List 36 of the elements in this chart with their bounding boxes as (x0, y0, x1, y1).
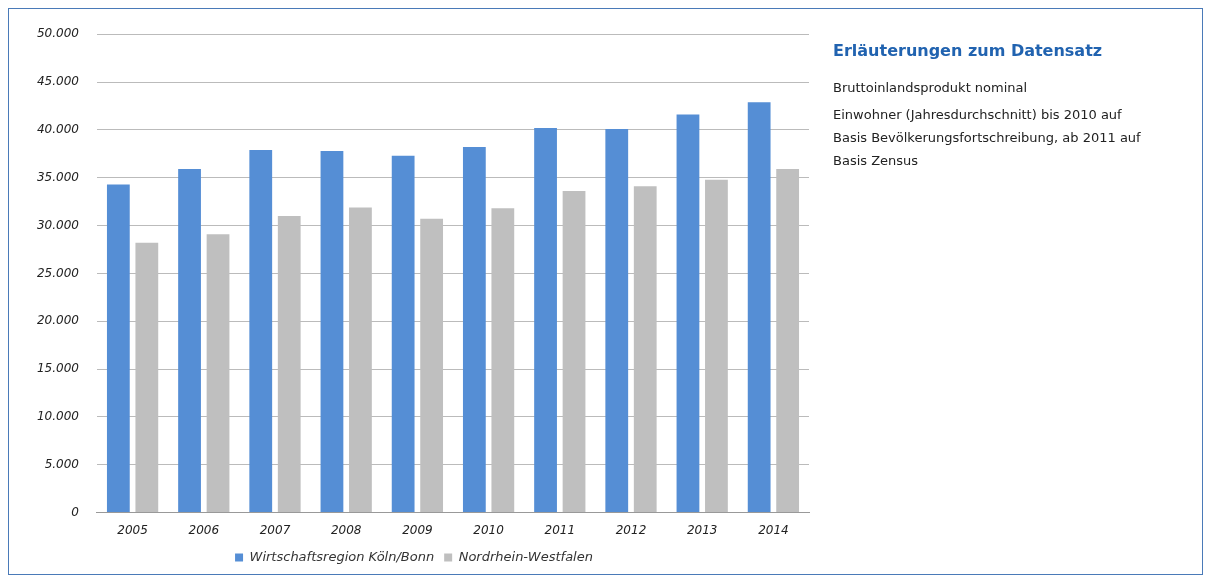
legend-label: Wirtschaftsregion Köln/Bonn (249, 548, 435, 564)
x-tick-label: 2010 (473, 522, 505, 537)
y-tick-label: 10.000 (36, 409, 80, 424)
x-tick-label: 2007 (259, 522, 291, 537)
y-tick-label: 0 (71, 504, 80, 519)
legend-label: Nordrhein-Westfalen (458, 548, 593, 564)
y-tick-label: 50.000 (36, 26, 80, 41)
x-tick-label: 2009 (402, 522, 433, 537)
bar (747, 102, 771, 513)
bar (178, 169, 201, 513)
y-tick-label: 35.000 (36, 169, 80, 184)
text: Bruttoinlandsprodukt nominal (833, 79, 1029, 97)
bar (676, 114, 700, 513)
y-tick-label: 40.000 (36, 122, 80, 137)
bar (605, 128, 629, 513)
y-tick-label: 45.000 (36, 74, 80, 89)
text: Einwohner (Jahresdurchschnitt) bis 2010 auf Basis Bevölkerungsfortschreibung, ab 2011 auf Basis Zensus (833, 106, 1142, 170)
y-tick-label: 20.000 (36, 313, 80, 328)
x-tick-label: 2005 (117, 522, 148, 537)
y-tick-label: 5.000 (44, 456, 80, 471)
bar (106, 184, 130, 513)
x-tick-label: 2011 (544, 522, 576, 537)
text: Erläuterungen zum Datensatz (833, 40, 1104, 62)
bar (320, 150, 344, 513)
bar (391, 155, 415, 513)
bar (249, 149, 273, 513)
y-tick-label: 15.000 (36, 361, 80, 376)
x-tick-label: 2012 (615, 522, 647, 537)
x-tick-label: 2008 (330, 522, 362, 537)
bar (534, 127, 557, 513)
bar (462, 147, 486, 513)
y-tick-label: 25.000 (36, 265, 80, 280)
x-tick-label: 2013 (686, 522, 718, 537)
y-tick-label: 30.000 (36, 217, 80, 232)
x-tick-label: 2006 (188, 522, 220, 537)
x-tick-label: 2014 (758, 522, 789, 537)
